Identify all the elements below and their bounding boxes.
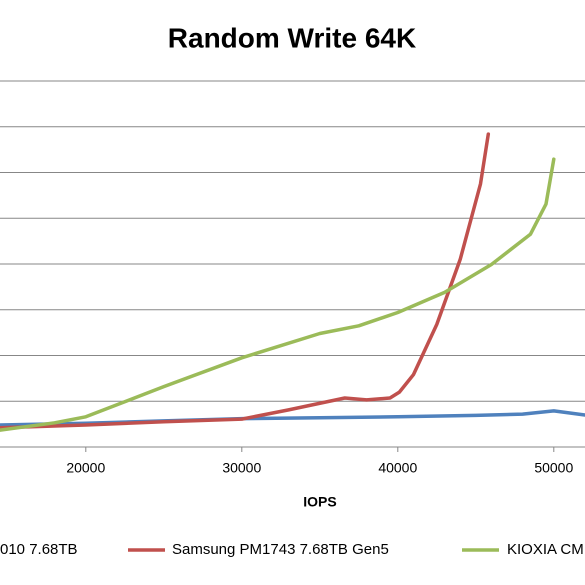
x-tick-label: 50000 bbox=[534, 460, 573, 476]
legend-label: Samsung PM1743 7.68TB Gen5 bbox=[172, 541, 389, 558]
legend-label: 010 7.68TB bbox=[0, 541, 78, 558]
chart-title: Random Write 64K bbox=[168, 22, 416, 53]
x-tick-label: 40000 bbox=[378, 460, 417, 476]
x-tick-label: 20000 bbox=[66, 460, 105, 476]
x-axis-title: IOPS bbox=[303, 494, 336, 510]
series-line bbox=[0, 132, 491, 430]
legend-label: KIOXIA CM bbox=[507, 541, 584, 558]
series-line bbox=[0, 157, 556, 432]
x-tick-label: 30000 bbox=[222, 460, 261, 476]
